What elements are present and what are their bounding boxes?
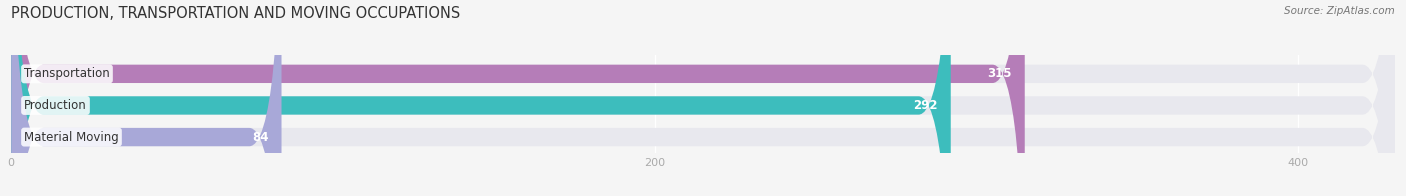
FancyBboxPatch shape — [11, 0, 1395, 196]
FancyBboxPatch shape — [11, 0, 281, 196]
Text: Production: Production — [24, 99, 87, 112]
Text: PRODUCTION, TRANSPORTATION AND MOVING OCCUPATIONS: PRODUCTION, TRANSPORTATION AND MOVING OC… — [11, 6, 461, 21]
FancyBboxPatch shape — [11, 0, 1395, 196]
Text: Material Moving: Material Moving — [24, 131, 120, 144]
Text: 315: 315 — [987, 67, 1012, 80]
Text: 292: 292 — [914, 99, 938, 112]
FancyBboxPatch shape — [11, 0, 950, 196]
Text: Source: ZipAtlas.com: Source: ZipAtlas.com — [1284, 6, 1395, 16]
Text: 84: 84 — [252, 131, 269, 144]
FancyBboxPatch shape — [11, 0, 1025, 196]
Text: Transportation: Transportation — [24, 67, 110, 80]
FancyBboxPatch shape — [11, 0, 1395, 196]
